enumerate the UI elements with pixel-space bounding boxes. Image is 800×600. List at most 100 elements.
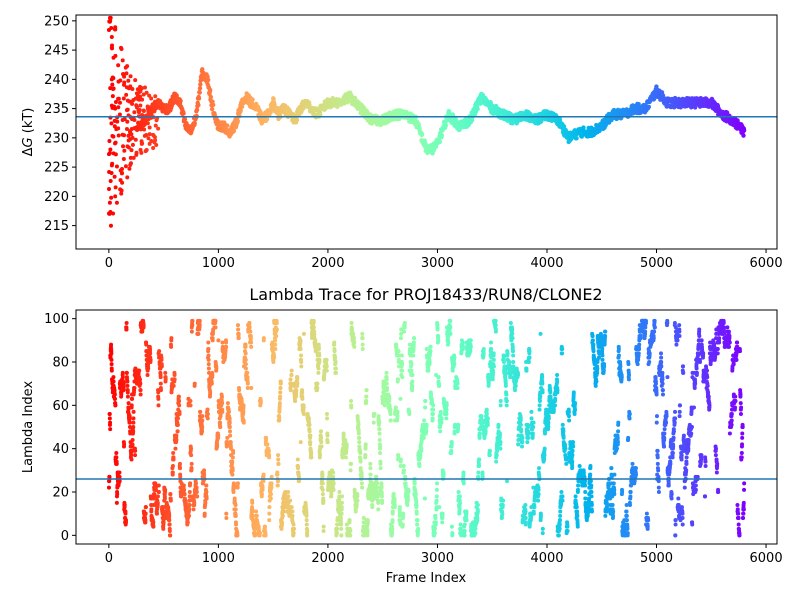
- delta-g-point: [116, 105, 121, 110]
- lambda-point: [260, 485, 265, 490]
- delta-g-plot-area: [76, 15, 777, 249]
- delta-g-point: [131, 155, 136, 160]
- lambda-point: [175, 416, 180, 421]
- delta-g-point: [122, 80, 127, 85]
- lambda-point: [248, 336, 253, 341]
- lambda-point: [428, 344, 433, 349]
- lambda-point: [354, 503, 359, 507]
- lambda-point: [413, 492, 418, 497]
- lambda-point: [360, 485, 365, 490]
- lambda-point: [133, 453, 138, 458]
- lambda-point: [204, 483, 209, 488]
- lambda-point: [411, 353, 416, 358]
- lambda-point: [171, 383, 176, 388]
- lambda-point: [149, 507, 154, 512]
- lambda-panel: Lambda Trace for PROJ18433/RUN8/CLONE2 0…: [21, 285, 783, 586]
- lambda-point: [348, 529, 353, 533]
- lambda-point: [384, 377, 389, 382]
- lambda-point: [414, 503, 419, 507]
- lambda-point: [247, 321, 252, 325]
- lambda-point: [437, 383, 442, 388]
- delta-g-point: [149, 138, 154, 143]
- lambda-point: [358, 459, 363, 464]
- lambda-point: [245, 375, 250, 380]
- delta-g-point: [111, 87, 116, 92]
- lambda-point: [300, 390, 305, 395]
- lambda-point: [290, 513, 295, 518]
- delta-g-point: [152, 140, 157, 145]
- lambda-point: [320, 481, 325, 486]
- delta-g-point: [197, 90, 202, 95]
- lambda-point: [194, 485, 199, 490]
- delta-g-point: [107, 169, 112, 174]
- delta-g-point: [208, 94, 214, 100]
- lambda-point: [245, 370, 250, 375]
- lambda-point: [424, 429, 429, 434]
- lambda-point: [416, 526, 421, 531]
- lambda-point: [276, 453, 281, 458]
- lambda-point: [295, 457, 300, 462]
- lambda-point: [203, 500, 208, 505]
- lambda-point: [296, 466, 301, 471]
- lambda-point: [405, 498, 410, 503]
- lambda-point: [299, 360, 304, 364]
- lambda-point: [267, 518, 272, 523]
- lambda-point: [159, 357, 164, 362]
- lambda-point: [311, 325, 316, 330]
- lambda-point: [418, 453, 423, 458]
- lambda-point: [365, 520, 370, 525]
- y-tick-label: 215: [44, 219, 69, 234]
- delta-g-point: [153, 94, 158, 99]
- lambda-point: [301, 412, 306, 416]
- lambda-point: [168, 492, 173, 497]
- delta-g-point: [108, 178, 113, 183]
- delta-symbol: Δ: [21, 147, 36, 156]
- lambda-point: [206, 353, 211, 358]
- lambda-point: [182, 492, 187, 497]
- lambda-point: [232, 496, 237, 501]
- lambda-point: [297, 479, 302, 484]
- delta-g-point: [125, 64, 130, 69]
- delta-g-point: [118, 187, 123, 192]
- lambda-point: [360, 347, 365, 351]
- lambda-point: [359, 481, 364, 486]
- lambda-point: [187, 507, 192, 512]
- lambda-point: [259, 492, 264, 497]
- delta-g-point: [129, 148, 134, 153]
- lambda-point: [358, 451, 363, 455]
- delta-g-point: [114, 164, 119, 169]
- delta-g-point: [108, 210, 113, 215]
- lambda-point: [319, 440, 324, 445]
- lambda-point: [380, 500, 385, 505]
- lambda-point: [132, 386, 137, 390]
- delta-g-point: [118, 78, 123, 83]
- delta-g-point: [125, 175, 130, 180]
- lambda-point: [434, 498, 439, 503]
- lambda-point: [241, 403, 246, 408]
- lambda-point: [189, 329, 194, 334]
- lambda-point: [339, 526, 344, 531]
- lambda-point: [379, 494, 384, 499]
- lambda-point: [231, 451, 236, 455]
- delta-g-point: [505, 118, 510, 123]
- delta-g-point: [109, 25, 114, 30]
- lambda-point: [243, 351, 248, 356]
- lambda-point: [387, 396, 392, 401]
- lambda-point: [156, 390, 161, 395]
- lambda-point: [274, 327, 279, 332]
- lambda-point: [293, 399, 298, 403]
- lambda-point: [122, 503, 127, 507]
- delta-g-point: [117, 112, 122, 117]
- delta-g-point: [118, 45, 123, 50]
- lambda-point: [124, 321, 129, 325]
- lambda-point: [143, 511, 148, 516]
- lambda-point: [241, 420, 246, 425]
- lambda-point: [356, 422, 361, 427]
- lambda-point: [224, 516, 229, 520]
- lambda-point: [126, 401, 131, 406]
- delta-g-frame: [75, 14, 778, 250]
- lambda-point: [225, 442, 230, 447]
- lambda-point: [243, 366, 248, 371]
- lambda-point: [338, 518, 343, 523]
